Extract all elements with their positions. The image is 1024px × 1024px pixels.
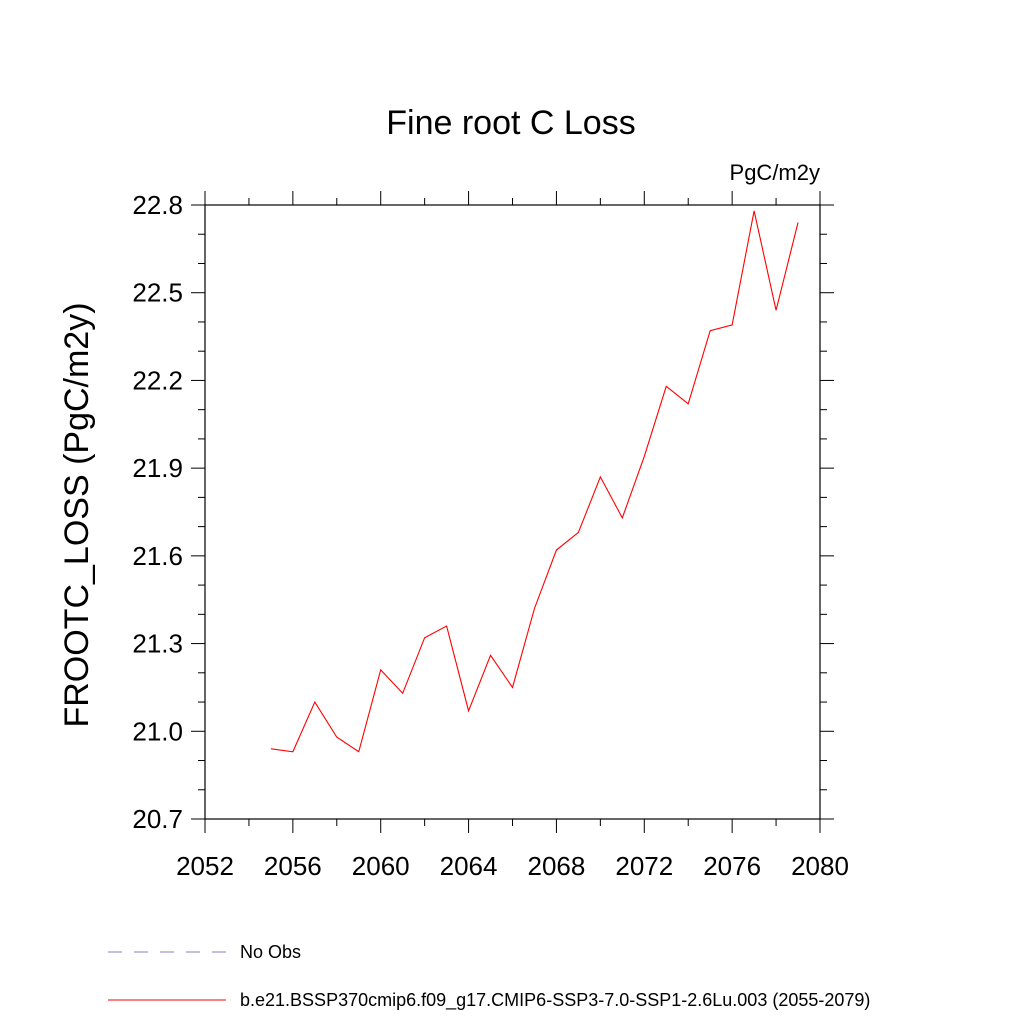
- y-tick-label: 21.6: [132, 541, 183, 571]
- series-line-1: [270, 210, 799, 753]
- x-tick-label: 2064: [440, 851, 498, 881]
- y-tick-label: 21.3: [132, 629, 183, 659]
- chart-title: Fine root C Loss: [386, 104, 635, 142]
- legend: No Obs b.e21.BSSP370cmip6.f09_g17.CMIP6-S…: [108, 942, 870, 1011]
- x-tick-label: 2052: [176, 851, 234, 881]
- x-tick-label: 2080: [791, 851, 849, 881]
- x-tick-label: 2072: [615, 851, 673, 881]
- y-axis-label: FROOTC_LOSS (PgC/m2y): [58, 302, 96, 727]
- legend-label-1: b.e21.BSSP370cmip6.f09_g17.CMIP6-SSP3-7.…: [240, 990, 870, 1011]
- x-tick-label: 2060: [352, 851, 410, 881]
- y-tick-label: 22.5: [132, 278, 183, 308]
- units-label: PgC/m2y: [730, 160, 820, 185]
- x-tick-label: 2076: [703, 851, 761, 881]
- plot-area: 20.7 21.0 21.3 21.6 21.9 22.2 22.5 22.8 2052 2056…: [132, 190, 849, 881]
- y-tick-label: 22.2: [132, 365, 183, 395]
- y-tick-label: 21.9: [132, 453, 183, 483]
- y-tick-label: 21.0: [132, 716, 183, 746]
- x-tick-label: 2056: [264, 851, 322, 881]
- x-tick-label: 2068: [528, 851, 586, 881]
- legend-label-0: No Obs: [240, 942, 301, 962]
- y-tick-label: 20.7: [132, 804, 183, 834]
- y-tick-label: 22.8: [132, 190, 183, 220]
- plot-frame: [204, 204, 821, 820]
